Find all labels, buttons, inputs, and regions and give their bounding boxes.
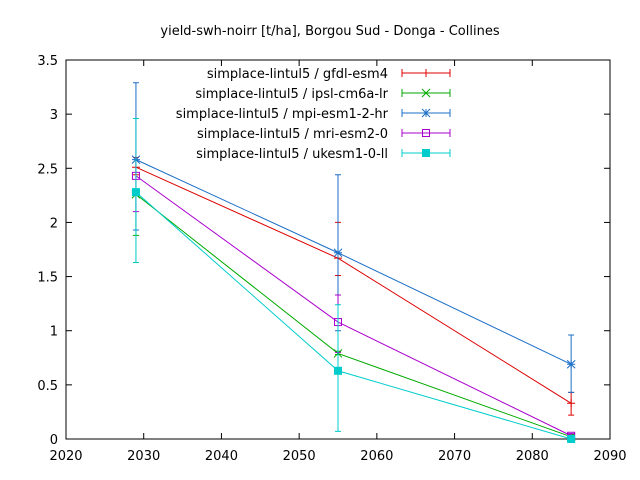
x-tick-label: 2030 — [127, 449, 160, 464]
chart-title: yield-swh-noirr [t/ha], Borgou Sud - Don… — [160, 24, 499, 39]
data-point — [131, 188, 140, 197]
y-tick-label: 3 — [50, 108, 58, 123]
series — [131, 189, 576, 442]
series-line — [135, 191, 572, 440]
x-tick-label: 2070 — [438, 449, 471, 464]
y-tick-label: 2.5 — [37, 162, 58, 177]
data-point — [422, 149, 430, 157]
y-tick-label: 1 — [50, 325, 58, 340]
series-line — [135, 193, 572, 438]
y-tick-label: 1.5 — [37, 271, 58, 286]
x-axis: 2020 2030 2040 2050 2060 2070 2080 2090 — [49, 60, 627, 464]
x-tick-label: 2020 — [49, 449, 82, 464]
series — [131, 156, 576, 416]
x-tick-label: 2040 — [205, 449, 238, 464]
legend-label: simplace-lintul5 / ipsl-cm6a-lr — [195, 87, 388, 102]
y-axis: 0 0.5 1 1.5 2 2.5 3 3.5 — [37, 54, 610, 448]
x-tick-label: 2090 — [593, 449, 626, 464]
series-line — [135, 166, 572, 404]
y-tick-label: 3.5 — [37, 54, 58, 69]
legend-label: simplace-lintul5 / gfdl-esm4 — [207, 67, 388, 82]
data-point — [422, 129, 430, 137]
series-line — [135, 159, 572, 365]
data-point — [567, 399, 576, 408]
data-point — [422, 69, 430, 77]
plot-frame — [65, 59, 611, 440]
data-point — [421, 88, 431, 98]
x-tick-label: 2060 — [360, 449, 393, 464]
legend-label: simplace-lintul5 / mpi-esm1-2-hr — [176, 107, 389, 122]
y-tick-label: 0 — [50, 433, 58, 448]
data-point — [566, 359, 576, 369]
x-tick-label: 2080 — [516, 449, 549, 464]
legend-swatch — [401, 129, 451, 137]
legend-label: simplace-lintul5 / ukesm1-0-ll — [196, 147, 388, 162]
y-tick-label: 2 — [50, 216, 58, 231]
data-point — [334, 366, 342, 375]
x-tick-label: 2050 — [283, 449, 316, 464]
series — [131, 117, 576, 443]
data-point — [421, 108, 431, 118]
data-point — [567, 435, 576, 443]
data-point — [333, 248, 343, 258]
series-layer — [131, 82, 576, 443]
y-tick-label: 0.5 — [37, 379, 58, 394]
series — [131, 117, 576, 440]
legend: simplace-lintul5 / gfdl-esm4 simplace-lin… — [176, 67, 451, 162]
series-line — [135, 175, 572, 437]
legend-label: simplace-lintul5 / mri-esm2-0 — [197, 127, 388, 142]
